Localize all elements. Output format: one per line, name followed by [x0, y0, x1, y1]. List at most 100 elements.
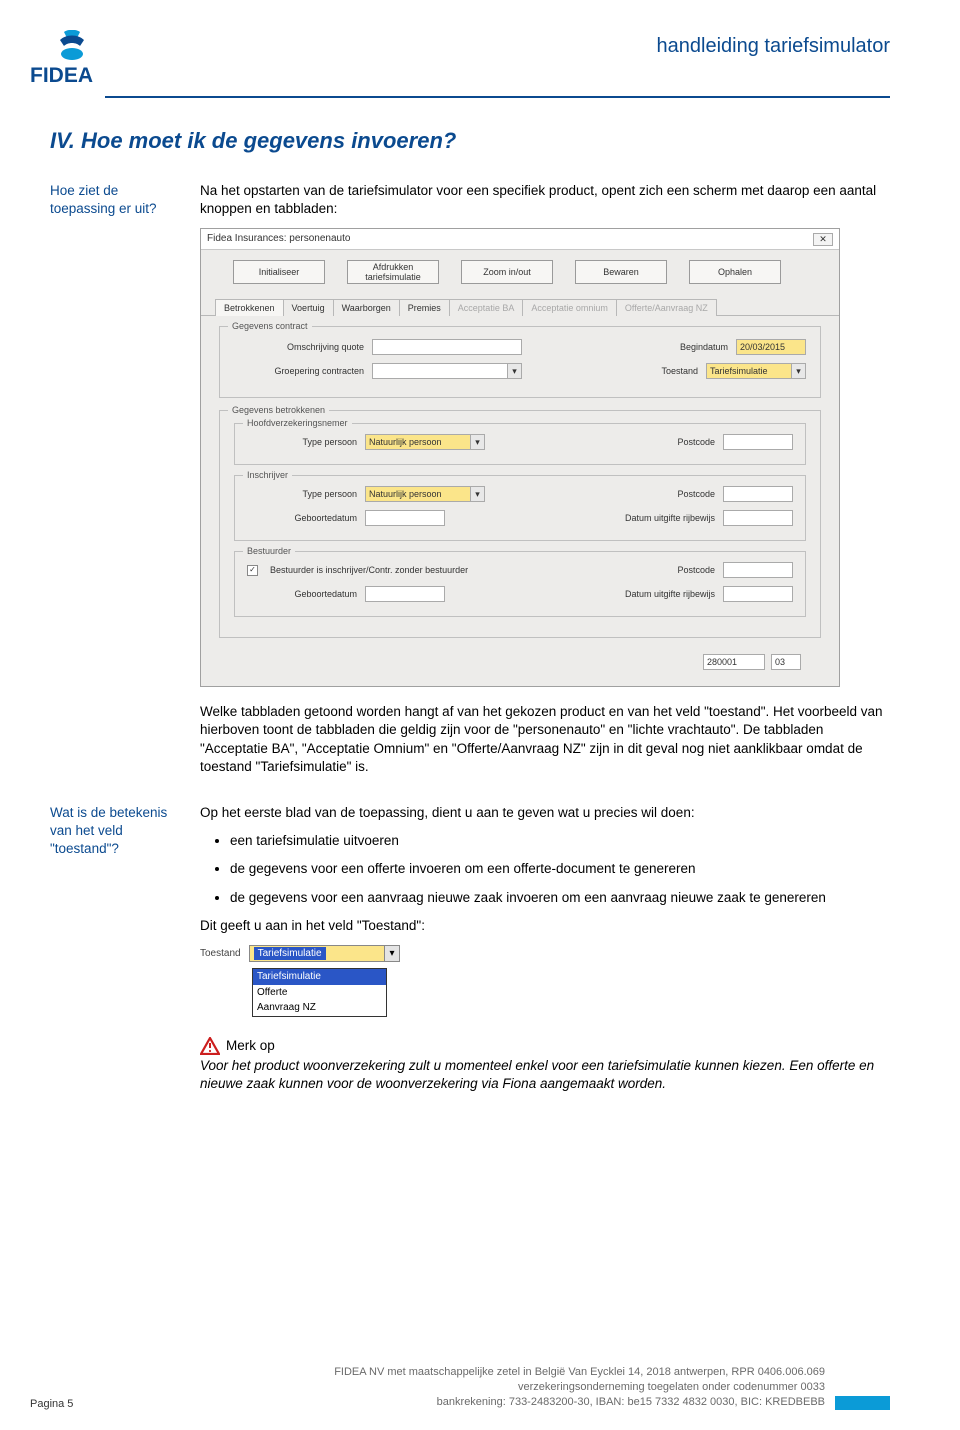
logo-text: FIDEA — [30, 64, 93, 87]
chevron-down-icon: ▾ — [384, 946, 399, 961]
bullet-1: een tariefsimulatie uitvoeren — [230, 832, 890, 850]
label-geboortedatum: Geboortedatum — [247, 588, 357, 600]
save-button[interactable]: Bewaren — [575, 260, 667, 284]
footer-accent-bar — [835, 1396, 890, 1410]
warning-note: Merk op — [200, 1037, 890, 1055]
footer-legal-3: bankrekening: 733-2483200-30, IBAN: be15… — [113, 1395, 825, 1410]
footer-code-2: 03 — [771, 654, 801, 670]
toestand-selected: Tariefsimulatie — [254, 947, 326, 961]
doc-title: handleiding tariefsimulator — [657, 35, 890, 58]
app-toolbar: Initialiseer Afdrukken tariefsimulatie Z… — [201, 250, 839, 298]
bullet-3: de gegevens voor een aanvraag nieuwe zaa… — [230, 889, 890, 907]
page-footer: Pagina 5 FIDEA NV met maatschappelijke z… — [0, 1365, 960, 1410]
tab-betrokkenen[interactable]: Betrokkenen — [215, 299, 284, 316]
app-screenshot: Fidea Insurances: personenauto ✕ Initial… — [200, 228, 840, 687]
group-inschrijver: Inschrijver Type persoon Natuurlijk pers… — [234, 475, 806, 541]
toestand-label: Toestand — [200, 947, 241, 961]
tab-acceptatie-ba: Acceptatie BA — [449, 299, 524, 316]
group-hoofd: Hoofdverzekeringsnemer Type persoon Natu… — [234, 423, 806, 465]
group-inschrijver-title: Inschrijver — [243, 469, 292, 481]
tab-voertuig[interactable]: Voertuig — [283, 299, 334, 316]
app-footer-codes: 280001 03 — [219, 650, 821, 670]
group-bestuurder: Bestuurder ✓ Bestuurder is inschrijver/C… — [234, 551, 806, 617]
footer-legal-1: FIDEA NV met maatschappelijke zetel in B… — [113, 1365, 825, 1380]
select-type-value: Natuurlijk persoon — [369, 436, 442, 448]
group-betrokkenen: Gegevens betrokkenen Hoofdverzekeringsne… — [219, 410, 821, 638]
group-hoofd-title: Hoofdverzekeringsnemer — [243, 417, 352, 429]
answer-2-intro: Op het eerste blad van de toepassing, di… — [200, 804, 890, 822]
input-begindatum[interactable]: 20/03/2015 — [736, 339, 806, 355]
footer-code-1: 280001 — [703, 654, 765, 670]
select-type-persoon-hoofd[interactable]: Natuurlijk persoon ▾ — [365, 434, 485, 450]
answer-2-after: Dit geeft u aan in het veld "Toestand": — [200, 917, 890, 935]
input-postcode-hoofd[interactable] — [723, 434, 793, 450]
note-text: Voor het product woonverzekering zult u … — [200, 1057, 890, 1093]
label-toestand: Toestand — [628, 365, 698, 377]
app-window-title: Fidea Insurances: personenauto — [207, 232, 350, 246]
select-type-persoon-inschr[interactable]: Natuurlijk persoon ▾ — [365, 486, 485, 502]
label-postcode: Postcode — [655, 488, 715, 500]
note-label: Merk op — [226, 1037, 275, 1055]
label-rijbewijs: Datum uitgifte rijbewijs — [595, 588, 715, 600]
chevron-down-icon: ▾ — [470, 487, 484, 501]
label-postcode: Postcode — [655, 564, 715, 576]
input-quote[interactable] — [372, 339, 522, 355]
toestand-widget: Toestand Tariefsimulatie ▾ Tariefsimulat… — [200, 945, 400, 1017]
input-postcode-inschr[interactable] — [723, 486, 793, 502]
select-type-value: Natuurlijk persoon — [369, 488, 442, 500]
section-title: IV. Hoe moet ik de gegevens invoeren? — [50, 128, 890, 154]
input-geboortedatum-inschr[interactable] — [365, 510, 445, 526]
tab-offerte-aanvraag: Offerte/Aanvraag NZ — [616, 299, 717, 316]
label-rijbewijs: Datum uitgifte rijbewijs — [595, 512, 715, 524]
answer-1-intro: Na het opstarten van de tariefsimulator … — [200, 182, 890, 218]
select-toestand-value: Tariefsimulatie — [710, 365, 768, 377]
label-geboortedatum: Geboortedatum — [247, 512, 357, 524]
fidea-logo: FIDEA — [30, 30, 115, 88]
initialize-button[interactable]: Initialiseer — [233, 260, 325, 284]
toestand-option-3[interactable]: Aanvraag NZ — [253, 1000, 386, 1016]
question-2: Wat is de betekenis van het veld "toesta… — [50, 804, 200, 859]
after-app-paragraph: Welke tabbladen getoond worden hangt af … — [200, 703, 890, 776]
group-contract-title: Gegevens contract — [228, 320, 312, 332]
group-bestuurder-title: Bestuurder — [243, 545, 295, 557]
input-postcode-best[interactable] — [723, 562, 793, 578]
group-contract: Gegevens contract Omschrijving quote Beg… — [219, 326, 821, 398]
label-postcode: Postcode — [655, 436, 715, 448]
checkbox-bestuurder-is-inschrijver[interactable]: ✓ — [247, 565, 258, 576]
bullet-2: de gegevens voor een offerte invoeren om… — [230, 860, 890, 878]
page-number: Pagina 5 — [30, 1398, 73, 1410]
toestand-select[interactable]: Tariefsimulatie ▾ — [249, 945, 400, 962]
print-button[interactable]: Afdrukken tariefsimulatie — [347, 260, 439, 284]
label-bestuurder-chk: Bestuurder is inschrijver/Contr. zonder … — [270, 564, 500, 576]
app-titlebar: Fidea Insurances: personenauto ✕ — [201, 229, 839, 250]
toestand-options-list: Tariefsimulatie Offerte Aanvraag NZ — [252, 968, 387, 1017]
label-type-persoon: Type persoon — [247, 488, 357, 500]
tab-premies[interactable]: Premies — [399, 299, 450, 316]
app-tabs: Betrokkenen Voertuig Waarborgen Premies … — [201, 298, 839, 316]
footer-legal-2: verzekeringsonderneming toegelaten onder… — [113, 1380, 825, 1395]
tab-acceptatie-omnium: Acceptatie omnium — [522, 299, 617, 316]
zoom-button[interactable]: Zoom in/out — [461, 260, 553, 284]
page-header: FIDEA handleiding tariefsimulator — [0, 0, 960, 96]
answer-2-bullets: een tariefsimulatie uitvoeren de gegeven… — [230, 832, 890, 907]
footer-legal: FIDEA NV met maatschappelijke zetel in B… — [113, 1365, 825, 1410]
tab-waarborgen[interactable]: Waarborgen — [333, 299, 400, 316]
label-quote: Omschrijving quote — [234, 341, 364, 353]
chevron-down-icon: ▾ — [507, 364, 521, 378]
input-rijbewijs-best[interactable] — [723, 586, 793, 602]
question-1: Hoe ziet de toepassing er uit? — [50, 182, 200, 218]
input-rijbewijs-inschr[interactable] — [723, 510, 793, 526]
group-betrokkenen-title: Gegevens betrokkenen — [228, 404, 329, 416]
label-begindatum: Begindatum — [658, 341, 728, 353]
label-type-persoon: Type persoon — [247, 436, 357, 448]
warning-icon — [200, 1037, 220, 1055]
chevron-down-icon: ▾ — [791, 364, 805, 378]
toestand-option-2[interactable]: Offerte — [253, 985, 386, 1001]
chevron-down-icon: ▾ — [470, 435, 484, 449]
select-toestand[interactable]: Tariefsimulatie ▾ — [706, 363, 806, 379]
load-button[interactable]: Ophalen — [689, 260, 781, 284]
close-icon[interactable]: ✕ — [813, 233, 833, 246]
input-geboortedatum-best[interactable] — [365, 586, 445, 602]
select-groepering[interactable]: ▾ — [372, 363, 522, 379]
toestand-option-1[interactable]: Tariefsimulatie — [253, 969, 386, 985]
